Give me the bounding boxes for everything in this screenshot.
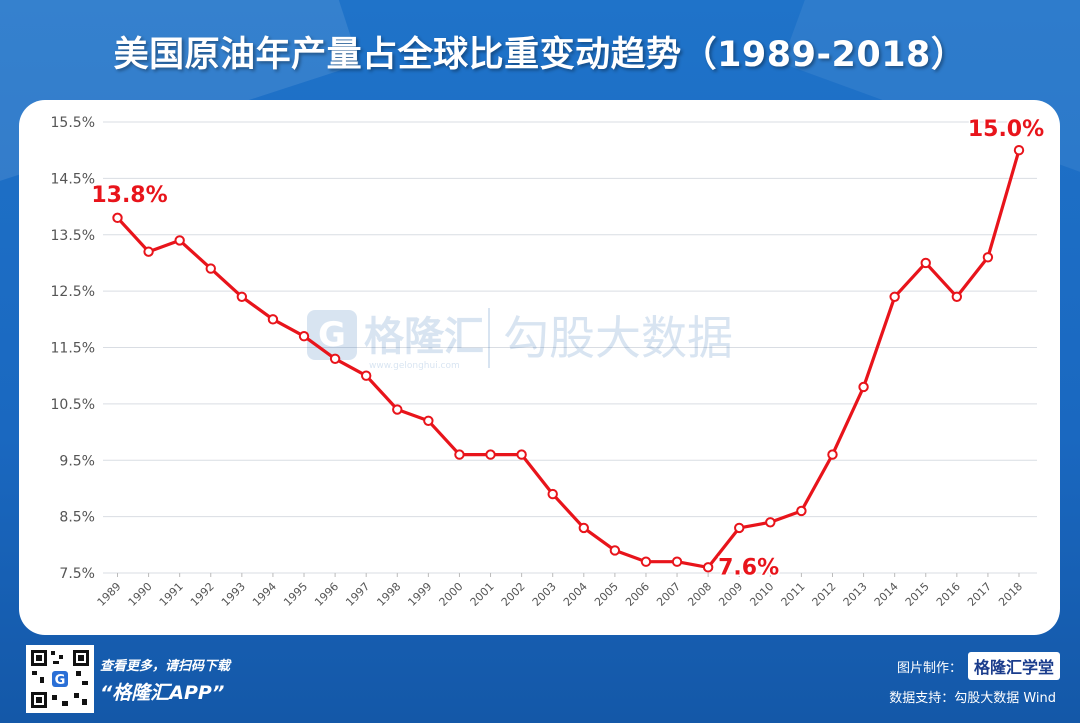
series-line: [112, 144, 1025, 573]
chart-panel: [19, 100, 1060, 635]
watermark-data-text: 勾股大数据: [503, 311, 733, 365]
data-point-2018: [1013, 144, 1025, 156]
data-point-2002: [516, 449, 527, 460]
gridlines: [103, 121, 1037, 574]
qr-code-icon: G: [26, 645, 94, 713]
x-tick-label: 2014: [872, 580, 901, 609]
x-tick-label: 2005: [592, 580, 621, 609]
x-tick-label: 2008: [685, 580, 714, 609]
data-point-2009: [734, 522, 745, 534]
x-tick-label: 2012: [810, 580, 839, 609]
data-point-2011: [796, 505, 807, 517]
x-tick-label: 2013: [841, 580, 870, 609]
y-tick-label: 14.5%: [51, 171, 95, 187]
x-tick-label: 1997: [343, 580, 372, 609]
x-tick-label: 1996: [312, 580, 341, 609]
data-point-1992: [205, 263, 216, 274]
y-tick-label: 12.5%: [51, 284, 95, 300]
y-tick-label: 10.5%: [51, 397, 95, 413]
credit-brand-logo: 格隆汇学堂: [967, 652, 1060, 680]
watermark-logo-text: 格隆汇: [364, 314, 484, 360]
data-point-1998: [392, 404, 403, 415]
data-label-1989: 13.8%: [91, 183, 167, 208]
data-point-1991: [174, 235, 185, 246]
data-point-1996: [329, 353, 341, 364]
promo-line-2: “格隆汇APP”: [100, 682, 225, 704]
line-chart: G 格隆汇 www.gelonghui.com 勾股大数据 7.5% 8.5% 9.…: [51, 115, 1046, 609]
y-tick-label: 11.5%: [51, 341, 95, 357]
chart-title: 美国原油年产量占全球比重变动趋势（1989-2018）: [113, 35, 967, 75]
watermark-url: www.gelonghui.com: [369, 361, 460, 371]
x-tick-label: 2017: [965, 580, 994, 609]
data-point-1995: [298, 331, 310, 342]
data-point-2004: [578, 522, 589, 534]
y-tick-label: 8.5%: [59, 510, 95, 526]
x-tick-label: 1991: [157, 580, 186, 609]
x-tick-label: 2018: [996, 580, 1025, 609]
x-tick-label: 2000: [437, 580, 466, 609]
promo-line-1: 查看更多，请扫码下载: [100, 659, 231, 674]
data-point-2001: [485, 449, 496, 460]
data-point-2013: [858, 381, 869, 393]
data-point-2005: [609, 545, 621, 556]
x-tick-label: 2015: [903, 580, 932, 609]
y-tick-label: 15.5%: [51, 115, 95, 131]
data-point-2003: [547, 488, 558, 500]
x-tick-label: 1995: [281, 580, 310, 609]
data-label-2008: 7.6%: [718, 555, 779, 580]
annotations: 13.8% 7.6% 15.0%: [90, 116, 1046, 582]
x-tick-label: 2009: [716, 580, 745, 609]
data-point-2008: [702, 562, 714, 573]
data-point-2000: [454, 449, 465, 460]
x-tick-label: 1999: [405, 580, 434, 609]
x-tick-label: 2004: [561, 580, 590, 609]
x-tick-label: 1990: [126, 580, 155, 609]
data-point-2015: [920, 257, 931, 269]
x-tick-label: 1989: [95, 580, 124, 609]
x-tick-label: 2006: [623, 580, 652, 609]
data-point-2006: [640, 556, 652, 567]
x-tick-label: 1993: [219, 580, 248, 609]
data-point-1989: [112, 212, 123, 224]
watermark: G 格隆汇 www.gelonghui.com 勾股大数据: [307, 308, 733, 371]
series-polyline: [116, 149, 1021, 569]
data-point-1997: [360, 370, 372, 381]
data-source: 数据支持：勾股大数据 Wind: [889, 691, 1056, 706]
x-tick-label: 2003: [530, 580, 559, 609]
credit-block: 图片制作： 格隆汇学堂: [897, 652, 1060, 680]
data-point-1994: [267, 314, 279, 325]
x-tick-label: 1998: [374, 580, 403, 609]
data-point-1990: [143, 246, 154, 257]
y-tick-label: 7.5%: [59, 566, 95, 582]
x-tick-label: 1994: [250, 580, 279, 609]
data-point-1993: [236, 291, 248, 302]
data-label-2018: 15.0%: [968, 117, 1044, 142]
y-tick-label: 13.5%: [51, 228, 95, 244]
x-tick-label: 2001: [468, 580, 497, 609]
svg-text:G: G: [55, 673, 66, 688]
data-point-2017: [982, 252, 994, 263]
data-point-2016: [951, 291, 963, 302]
x-tick-label: 2007: [654, 580, 683, 609]
y-tick-label: 9.5%: [59, 453, 95, 469]
data-point-1999: [423, 415, 434, 426]
x-tick-label: 2010: [747, 580, 776, 609]
x-tick-label: 2002: [499, 580, 528, 609]
x-tick-label: 1992: [188, 580, 217, 609]
x-tick-label: 2011: [779, 580, 808, 609]
data-point-2007: [671, 556, 683, 567]
x-tick-label: 2016: [934, 580, 963, 609]
data-point-2010: [765, 517, 776, 528]
credit-label: 图片制作：: [896, 660, 962, 676]
data-point-2014: [889, 291, 900, 302]
data-point-2012: [827, 449, 838, 460]
